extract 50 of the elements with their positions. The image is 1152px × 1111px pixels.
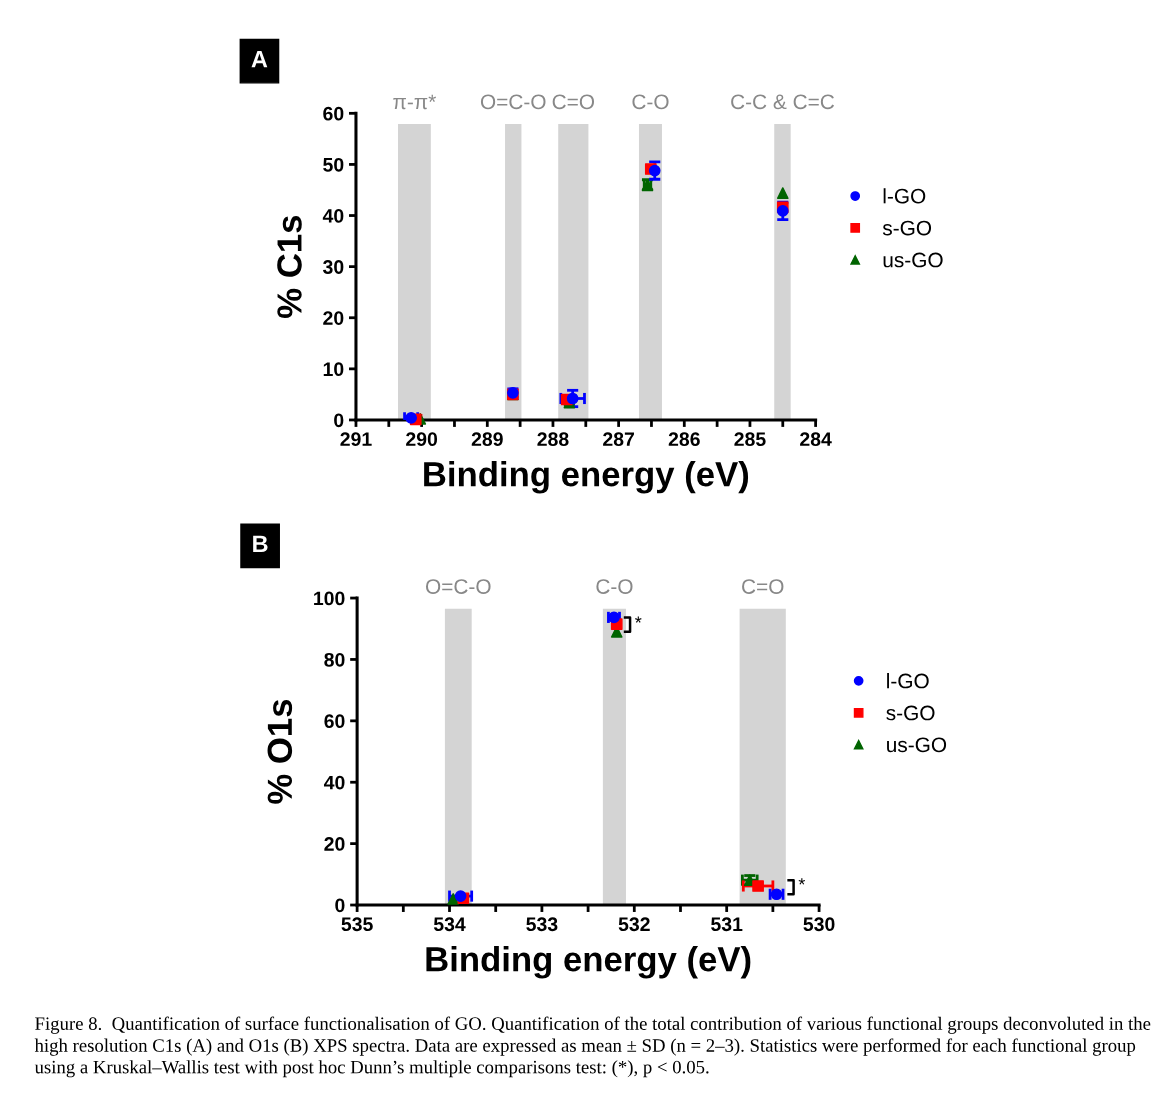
x-tick-label: 532 [618, 917, 650, 932]
band-label: C-C & C=C [731, 94, 835, 110]
x-tick-label: 535 [341, 917, 373, 932]
legend-label: l-GO [883, 188, 926, 204]
band-label: O=C-O [425, 579, 491, 594]
x-tick-label: 530 [803, 917, 835, 932]
legend-label: l-GO [887, 673, 929, 689]
band-label: C=O [552, 94, 595, 110]
y-axis-title: % C1s [277, 215, 302, 318]
chart-title: B [253, 535, 268, 552]
x-tick-label: 289 [471, 432, 503, 447]
band-label: C=O [742, 579, 784, 594]
band-label: C-O [596, 579, 633, 594]
y-tick-label: 60 [324, 714, 345, 729]
chart-title: A [251, 51, 268, 68]
y-tick-label: 60 [323, 106, 344, 121]
y-tick-label: 40 [322, 209, 344, 223]
y-axis-title: % O1s [267, 699, 293, 804]
x-tick-label: 285 [734, 432, 766, 447]
y-tick-label: 20 [324, 837, 345, 851]
x-tick-label: 290 [406, 432, 438, 447]
x-tick-label: 291 [340, 432, 372, 447]
y-tick-label: 80 [324, 652, 345, 667]
caption: Figure 8. Quantification of surface functionalisation of GO. Quantification of the total contribution of various functional groups deconvoluted in the high resolution C1s (A) and O1s (B) XPS spectra. Data are expressed as mean ± SD (n = 2–3). Statistics were performed for each functional group using a Kruskal–Wallis test with post hoc Dunn’s multiple comparisons test: (*), p < 0.05. [34, 1016, 1151, 1078]
band-label: C-O [632, 94, 669, 110]
y-tick-label: 0 [334, 413, 344, 428]
y-tick-label: 40 [323, 775, 345, 790]
x-tick-label: 534 [433, 917, 466, 932]
y-tick-label: 50 [323, 157, 344, 172]
band-label: O=C-O [480, 94, 546, 110]
x-tick-label: 286 [668, 432, 700, 447]
y-tick-label: 100 [314, 591, 345, 606]
x-tick-label: 288 [537, 432, 569, 447]
annotation: * [798, 878, 806, 885]
y-tick-label: 20 [323, 311, 344, 325]
legend-label: s-GO [882, 220, 932, 236]
legend-label: us-GO [887, 737, 947, 753]
band-label: π-π* [393, 94, 436, 110]
x-tick-label: 531 [711, 917, 743, 932]
x-axis-title: Binding energy (eV) [426, 946, 751, 979]
x-tick-label: 533 [526, 917, 558, 932]
x-axis-title: Binding energy (eV) [424, 461, 749, 494]
legend-label: s-GO [886, 705, 935, 721]
x-tick-label: 287 [603, 432, 634, 447]
y-tick-label: 30 [322, 260, 344, 274]
y-tick-label: 10 [323, 362, 344, 377]
y-tick-label: 0 [335, 898, 345, 913]
annotation: * [635, 616, 642, 623]
legend-label: us-GO [883, 252, 943, 268]
x-tick-label: 284 [800, 432, 832, 447]
